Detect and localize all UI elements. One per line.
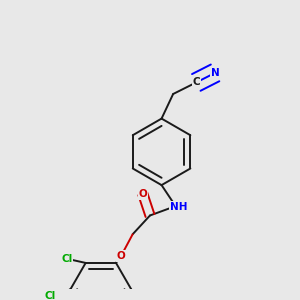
Text: N: N bbox=[211, 68, 220, 78]
Text: Cl: Cl bbox=[45, 292, 56, 300]
Text: C: C bbox=[193, 77, 200, 87]
Text: NH: NH bbox=[170, 202, 188, 212]
Text: O: O bbox=[138, 189, 147, 199]
Text: O: O bbox=[117, 251, 125, 261]
Text: Cl: Cl bbox=[61, 254, 73, 264]
